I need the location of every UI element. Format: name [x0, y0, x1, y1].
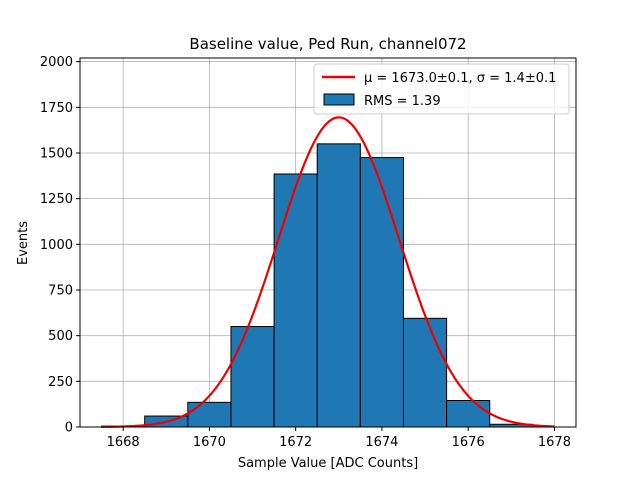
- y-axis: 0 250 500 750 1000 1250 1500 1750 2000: [40, 55, 80, 436]
- y-tick-label: 1500: [40, 146, 73, 161]
- x-tick-label: 1678: [538, 435, 571, 450]
- y-tick-label: 750: [48, 283, 73, 298]
- y-tick-label: 2000: [40, 55, 73, 70]
- x-tick-label: 1670: [193, 435, 226, 450]
- chart-title: Baseline value, Ped Run, channel072: [189, 35, 466, 53]
- histogram-bar: [359, 157, 404, 428]
- legend-rms-swatch: [323, 93, 355, 106]
- x-axis-label: Sample Value [ADC Counts]: [238, 456, 418, 471]
- legend-box: [313, 63, 570, 115]
- y-axis-label: Events: [16, 221, 31, 265]
- y-tick-label: 500: [48, 329, 73, 344]
- histogram-bar: [446, 400, 491, 428]
- histogram-bar: [316, 143, 361, 428]
- legend: μ = 1673.0±0.1, σ = 1.4±0.1 RMS = 1.39: [313, 63, 570, 115]
- histogram-bars: [101, 143, 534, 428]
- fit-curve: [101, 116, 555, 428]
- histogram-bar: [230, 326, 275, 428]
- y-tick-label: 1250: [40, 192, 73, 207]
- y-tick-label: 1000: [40, 238, 73, 253]
- gaussian-fit: [101, 116, 555, 428]
- legend-rms-label: RMS = 1.39: [364, 94, 441, 109]
- plot-frame: [79, 57, 577, 428]
- y-tick-label: 250: [48, 375, 73, 390]
- x-tick-label: 1672: [279, 435, 312, 450]
- x-axis: 1668 1670 1672 1674 1676 1678: [107, 427, 571, 450]
- histogram-bar: [187, 401, 232, 428]
- legend-fit-label: μ = 1673.0±0.1, σ = 1.4±0.1: [364, 71, 556, 86]
- x-tick-label: 1674: [365, 435, 398, 450]
- x-tick-label: 1668: [107, 435, 140, 450]
- histogram-bar: [402, 317, 448, 428]
- x-tick-label: 1676: [452, 435, 485, 450]
- y-tick-label: 1750: [40, 101, 73, 116]
- y-tick-label: 0: [65, 421, 73, 436]
- histogram-bar: [273, 173, 318, 428]
